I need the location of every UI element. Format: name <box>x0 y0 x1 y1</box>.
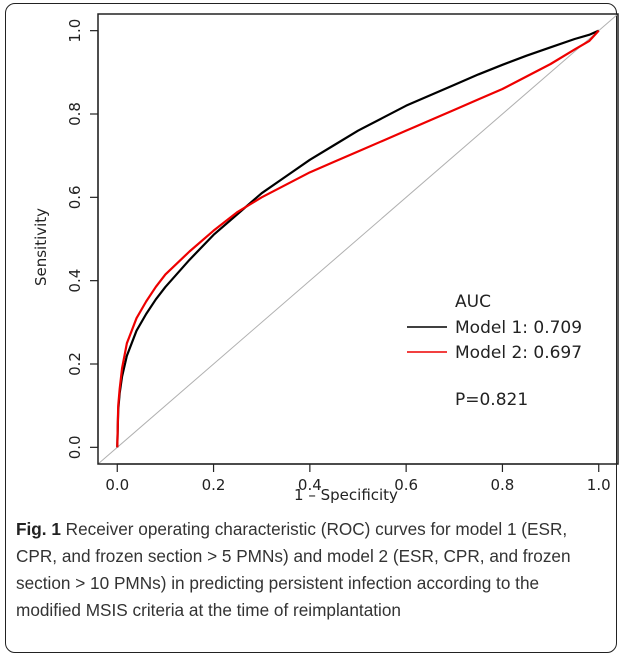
figure-caption: Fig. 1 Receiver operating characteristic… <box>16 516 608 624</box>
legend-label-model-1: Model 1: 0.709 <box>455 318 582 338</box>
reference-diagonal-layer <box>98 14 618 464</box>
legend: AUC Model 1: 0.709 Model 2: 0.697 P=0.82… <box>407 292 582 410</box>
roc-plot: 0.0 0.2 0.4 0.6 0.8 1.0 0.0 0.2 0.4 0.6 0.8 1.0 1 –… <box>32 13 619 504</box>
x-tick-label: 0.8 <box>491 476 515 494</box>
x-axis-label: 1 – Specificity <box>294 486 398 504</box>
y-tick-label: 0.6 <box>66 185 84 209</box>
y-tick-label: 0.0 <box>66 435 84 459</box>
legend-label-model-2: Model 2: 0.697 <box>455 343 582 363</box>
y-tick-label: 1.0 <box>66 19 84 43</box>
legend-title: AUC <box>455 292 491 312</box>
series-line-model-1 <box>116 29 600 448</box>
series-layer <box>116 29 600 448</box>
y-axis-label: Sensitivity <box>32 208 50 286</box>
series-line-model-2 <box>116 29 600 448</box>
x-tick-label: 0.4 <box>298 476 322 494</box>
x-tick-label: 1.0 <box>587 476 611 494</box>
x-tick-label: 0.2 <box>202 476 226 494</box>
x-tick-label: 0.0 <box>105 476 129 494</box>
y-tick-label: 0.2 <box>66 352 84 376</box>
x-tick-label: 0.6 <box>394 476 418 494</box>
figure-frame <box>5 3 617 653</box>
caption-label: Fig. 1 <box>16 519 61 539</box>
y-tick-label: 0.8 <box>66 102 84 126</box>
p-value-annotation: P=0.821 <box>455 390 528 410</box>
y-tick-label: 0.4 <box>66 269 84 293</box>
axes-layer: 0.0 0.2 0.4 0.6 0.8 1.0 0.0 0.2 0.4 0.6 0.8 1.0 <box>66 13 619 494</box>
caption-text: Receiver operating characteristic (ROC) … <box>16 519 571 620</box>
reference-diagonal-line <box>98 14 618 464</box>
